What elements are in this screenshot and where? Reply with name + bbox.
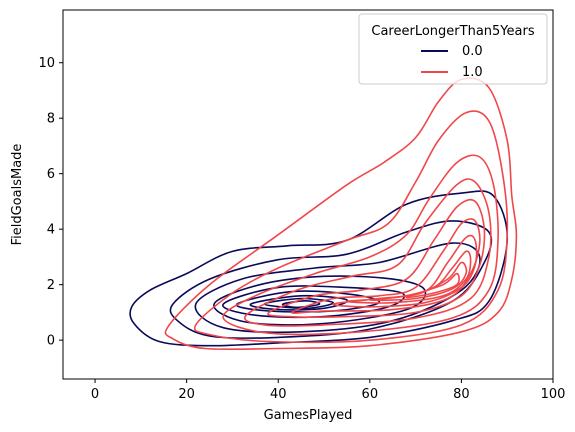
x-tick-label: 40 xyxy=(270,387,287,402)
contour-line xyxy=(164,77,518,351)
x-tick-label: 60 xyxy=(362,387,379,402)
x-axis: 0 20 40 60 80 100 xyxy=(91,379,565,402)
y-tick-label: 10 xyxy=(38,56,55,71)
contour-line xyxy=(244,178,492,327)
y-tick-label: 0 xyxy=(47,334,55,349)
y-axis-label: FieldGoalsMade xyxy=(10,144,25,246)
legend-label: 0.0 xyxy=(462,44,483,59)
x-tick-label: 100 xyxy=(541,387,566,402)
contour-line xyxy=(267,199,486,318)
x-tick-label: 0 xyxy=(91,387,99,402)
legend-entries: 0.01.0 xyxy=(421,44,483,80)
contour-line xyxy=(222,285,406,319)
y-axis: 0 2 4 6 8 10 xyxy=(38,56,63,349)
legend: CareerLongerThan5Years 0.01.0 xyxy=(358,13,548,85)
x-axis-label: GamesPlayed xyxy=(264,408,353,423)
plot-frame xyxy=(62,9,554,380)
legend-box xyxy=(358,13,548,85)
contour-line xyxy=(222,154,499,336)
y-tick-label: 2 xyxy=(47,278,55,293)
y-tick-label: 4 xyxy=(47,223,55,238)
contour-layer xyxy=(129,77,518,351)
contour-line xyxy=(194,242,481,334)
y-tick-label: 6 xyxy=(47,167,55,182)
contour-line xyxy=(405,272,460,299)
series-one-contours xyxy=(164,77,518,351)
contour-line xyxy=(213,275,427,326)
contour-line xyxy=(291,218,481,314)
legend-title: CareerLongerThan5Years xyxy=(371,24,534,39)
legend-label: 1.0 xyxy=(462,65,483,80)
x-tick-label: 80 xyxy=(453,387,470,402)
x-tick-label: 20 xyxy=(178,387,195,402)
contour-line xyxy=(193,110,509,344)
y-tick-label: 8 xyxy=(47,112,55,127)
